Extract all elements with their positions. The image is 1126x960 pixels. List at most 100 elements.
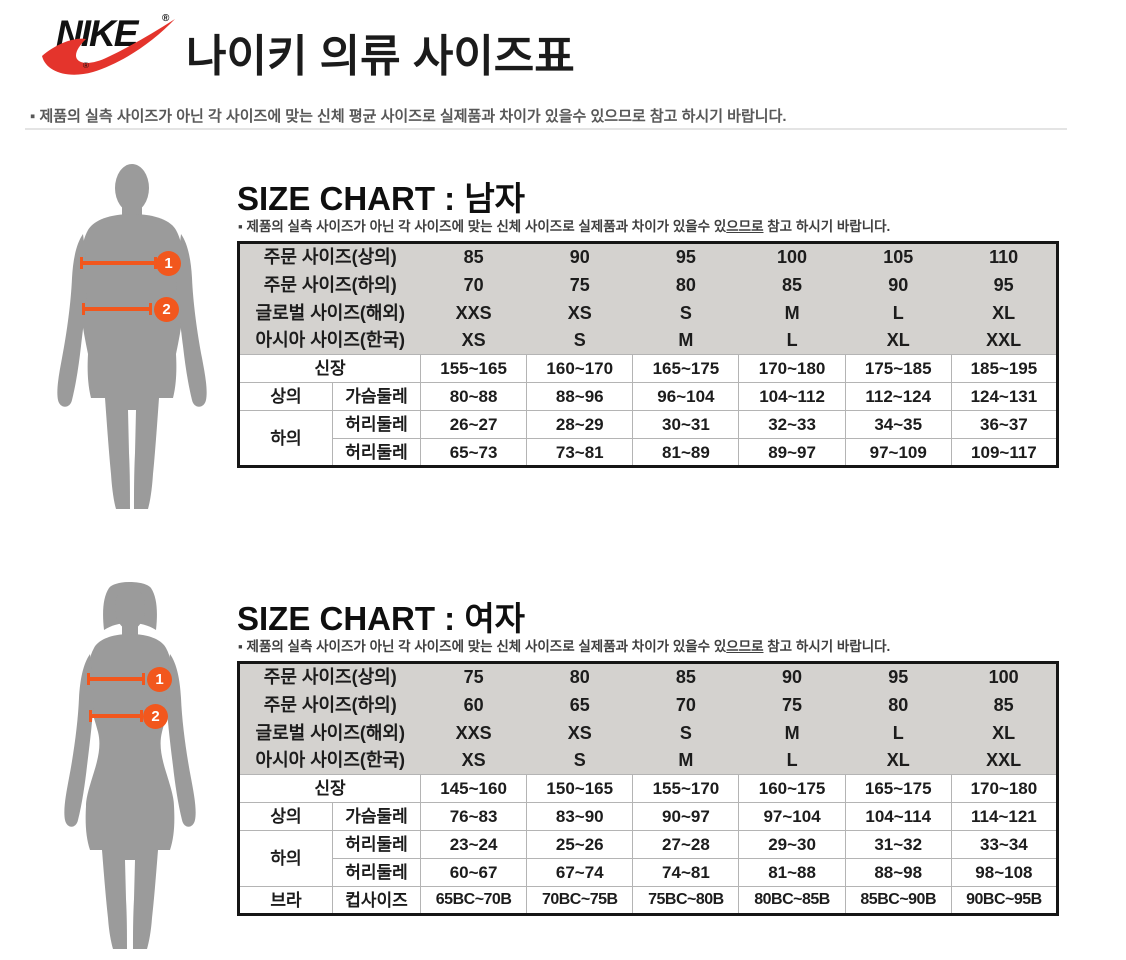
row-label: 주문 사이즈(하의) <box>238 690 421 719</box>
row-label: 가슴둘레 <box>331 802 422 831</box>
row-label: 허리둘레 <box>331 858 422 887</box>
size-cell: 26~27 <box>420 410 528 439</box>
size-cell: XL <box>845 746 952 775</box>
row-label: 신장 <box>237 774 422 803</box>
size-cell: 27~28 <box>632 830 740 859</box>
table-row: 아시아 사이즈(한국) XS S M L XL XXL <box>238 326 1058 355</box>
size-cell: 114~121 <box>950 802 1059 831</box>
waist-measure-marker: 2 <box>154 297 179 322</box>
women-size-chart-section: 1 2 SIZE CHART : 여자 ▪ 제품의 실측 사이즈가 아닌 각 사… <box>0 578 1126 960</box>
table-row: 허리둘레 60~67 67~74 74~81 81~88 88~98 98~10… <box>239 858 1059 887</box>
men-section-title: SIZE CHART : 남자 <box>237 180 526 217</box>
row-label: 아시아 사이즈(한국) <box>238 746 421 775</box>
male-silhouette-icon <box>57 164 207 509</box>
size-cell: 75 <box>738 690 846 719</box>
table-row: 신장 145~160 150~165 155~170 160~175 165~1… <box>237 774 1059 803</box>
table-row: 주문 사이즈(상의) 85 90 95 100 105 110 <box>238 242 1058 271</box>
size-cell: XS <box>526 298 633 327</box>
size-cell: 70 <box>632 690 739 719</box>
size-cell: L <box>845 298 952 327</box>
size-cell: 89~97 <box>738 438 846 467</box>
size-cell: 81~89 <box>632 438 740 467</box>
size-cell: 88~98 <box>844 858 952 887</box>
size-cell: 85 <box>420 242 527 271</box>
men-size-table: 주문 사이즈(상의) 85 90 95 100 105 110 주문 사이즈(하… <box>237 241 1059 468</box>
size-cell: 165~175 <box>844 774 952 803</box>
size-cell: 90BC~95B <box>950 886 1059 915</box>
size-cell: XXL <box>951 746 1058 775</box>
size-cell: 85BC~90B <box>844 886 952 915</box>
table-row: 신장 155~165 160~170 165~175 170~180 175~1… <box>237 354 1059 383</box>
size-cell: M <box>632 326 739 355</box>
note-text: ▪ 제품의 실측 사이즈가 아닌 각 사이즈에 맞는 신체 사이즈로 실제품과 … <box>238 219 727 234</box>
size-cell: 29~30 <box>738 830 846 859</box>
size-cell: 75 <box>526 270 633 299</box>
female-figure: 1 2 <box>30 580 230 950</box>
row-label: 주문 사이즈(상의) <box>238 662 421 691</box>
size-cell: M <box>738 718 846 747</box>
registered-mark-icon: ® <box>83 61 89 70</box>
row-label: 허리둘레 <box>331 410 422 439</box>
table-row: 허리둘레 65~73 73~81 81~89 89~97 97~109 109~… <box>239 438 1059 467</box>
size-cell: 95 <box>632 242 739 271</box>
size-cell: 74~81 <box>632 858 740 887</box>
size-cell: S <box>526 746 633 775</box>
top-disclaimer: ▪ 제품의 실측 사이즈가 아닌 각 사이즈에 맞는 신체 평균 사이즈로 실제… <box>30 108 787 125</box>
size-cell: M <box>632 746 739 775</box>
size-cell: 31~32 <box>844 830 952 859</box>
size-cell: 85 <box>632 662 739 691</box>
size-cell: S <box>526 326 633 355</box>
size-cell: L <box>845 718 952 747</box>
row-group-label: 상의 <box>238 802 333 831</box>
male-figure: 1 2 <box>32 162 232 510</box>
waist-measure-line <box>89 710 143 722</box>
row-label: 아시아 사이즈(한국) <box>238 326 421 355</box>
size-cell: XXL <box>951 326 1058 355</box>
table-row: 상의 가슴둘레 76~83 83~90 90~97 97~104 104~114… <box>238 802 1059 831</box>
note-text-underlined: 으므로 <box>726 219 764 234</box>
size-cell: 90 <box>526 242 633 271</box>
size-cell: 97~104 <box>738 802 846 831</box>
size-cell: 23~24 <box>420 830 528 859</box>
size-cell: 109~117 <box>950 438 1059 467</box>
row-group-label: 하의 <box>238 830 333 887</box>
size-cell: 60 <box>420 690 527 719</box>
size-cell: XS <box>420 326 527 355</box>
size-cell: XL <box>845 326 952 355</box>
size-cell: 36~37 <box>950 410 1059 439</box>
size-cell: 95 <box>951 270 1058 299</box>
size-cell: 145~160 <box>420 774 528 803</box>
note-text: 참고 하시기 바랍니다. <box>763 639 891 654</box>
size-cell: 170~180 <box>950 774 1059 803</box>
size-cell: M <box>738 298 846 327</box>
size-cell: 83~90 <box>526 802 634 831</box>
size-cell: 88~96 <box>526 382 634 411</box>
size-cell: XS <box>420 746 527 775</box>
size-cell: 160~175 <box>738 774 846 803</box>
size-cell: 75 <box>420 662 527 691</box>
size-cell: XL <box>951 718 1058 747</box>
size-cell: 95 <box>845 662 952 691</box>
size-cell: 65~73 <box>420 438 528 467</box>
size-cell: XS <box>526 718 633 747</box>
chest-measure-marker: 1 <box>147 667 172 692</box>
size-cell: 155~165 <box>420 354 528 383</box>
size-cell: 104~114 <box>844 802 952 831</box>
size-cell: 80BC~85B <box>738 886 846 915</box>
size-cell: 65BC~70B <box>420 886 528 915</box>
row-label: 허리둘레 <box>331 830 422 859</box>
size-cell: S <box>632 718 739 747</box>
size-cell: 28~29 <box>526 410 634 439</box>
table-row: 아시아 사이즈(한국) XS S M L XL XXL <box>238 746 1058 775</box>
size-cell: 80 <box>526 662 633 691</box>
table-row: 하의 허리둘레 26~27 28~29 30~31 32~33 34~35 36… <box>238 410 1059 467</box>
row-label: 주문 사이즈(하의) <box>238 270 421 299</box>
size-cell: 80 <box>632 270 739 299</box>
note-text: 참고 하시기 바랍니다. <box>763 219 891 234</box>
female-silhouette-icon <box>64 582 196 949</box>
size-cell: 32~33 <box>738 410 846 439</box>
size-cell: 97~109 <box>844 438 952 467</box>
table-row: 주문 사이즈(상의) 75 80 85 90 95 100 <box>238 662 1058 691</box>
row-label: 주문 사이즈(상의) <box>238 242 421 271</box>
size-cell: 65 <box>526 690 633 719</box>
